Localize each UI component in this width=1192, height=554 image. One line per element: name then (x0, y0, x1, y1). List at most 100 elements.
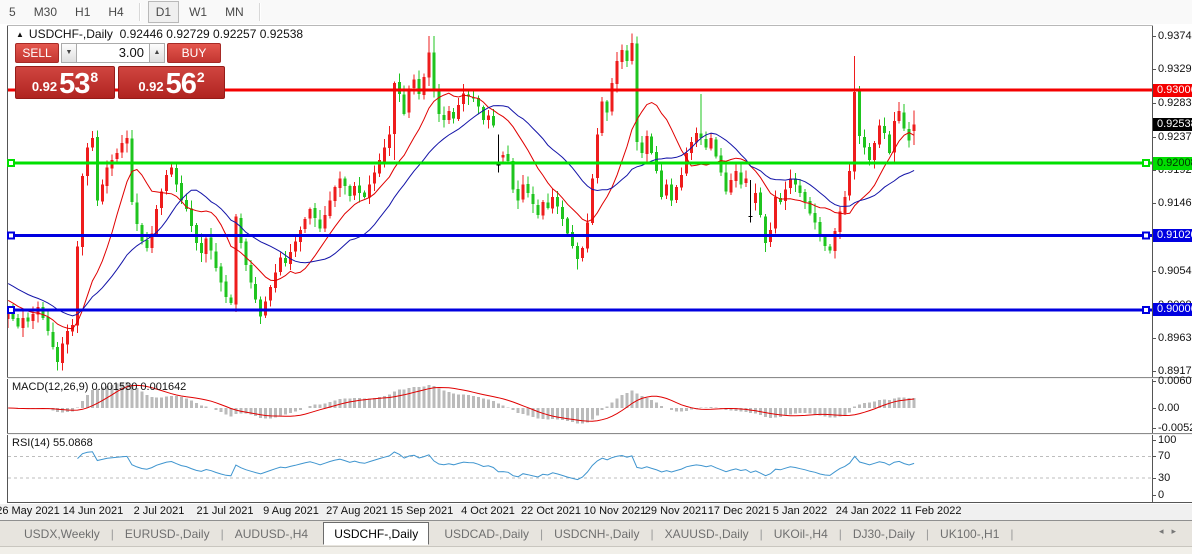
buy-price-prefix: 0.92 (138, 79, 164, 94)
date-axis-label: 24 Jan 2022 (835, 505, 897, 517)
buy-price-display[interactable]: 0.92 56 2 (118, 66, 225, 99)
date-axis-label: 11 Feb 2022 (900, 505, 962, 517)
tab-audusd-h4[interactable]: AUDUSD-,H4 (234, 527, 309, 541)
price-axis-tick (1152, 338, 1156, 339)
timeframe-button-5[interactable]: 5 (9, 5, 16, 19)
rsi-axis-tick (1152, 478, 1156, 480)
period-toolbar: 5 M30 H1 H4 D1 W1 MN (0, 0, 1192, 25)
volume-input[interactable]: 3.00 (77, 43, 149, 63)
rsi-axis-label: 70 (1158, 450, 1171, 463)
date-axis-label: 21 Jul 2021 (196, 505, 254, 517)
symbol-ohlc-values: 0.92446 0.92729 0.92257 0.92538 (119, 27, 304, 41)
pane-separator-rsi-hl (7, 434, 1192, 435)
price-axis-tick (1152, 371, 1156, 372)
symbol-header: ▲ USDCHF-,Daily 0.92446 0.92729 0.92257 0… (16, 27, 303, 41)
buy-button[interactable]: BUY (167, 43, 221, 63)
status-strip (0, 546, 1192, 554)
trade-panel-controls: SELL ▼ 3.00 ▲ BUY (15, 43, 225, 63)
sell-price-prefix: 0.92 (31, 79, 58, 94)
tab-separator: | (925, 527, 930, 541)
timeframe-button-h4[interactable]: H4 (108, 5, 124, 19)
symbol-name: USDCHF-,Daily (28, 27, 113, 41)
sell-price-display[interactable]: 0.92 53 8 (15, 66, 115, 99)
rsi-label: RSI(14) 55.0868 (12, 437, 93, 449)
rsi-axis-tick (1152, 440, 1156, 441)
buy-price-pip: 2 (196, 69, 205, 85)
chart-frame-bottom (7, 502, 1192, 503)
date-axis-label: 5 Jan 2022 (772, 505, 828, 517)
tab-usdcad-daily[interactable]: USDCAD-,Daily (444, 527, 530, 541)
timeframe-button-m30[interactable]: M30 (33, 5, 58, 19)
tab-separator: | (110, 527, 114, 541)
macd-axis-tick (1152, 408, 1156, 409)
sell-price-pip: 8 (90, 69, 99, 85)
pane-separator-macd[interactable] (7, 377, 1192, 378)
tab-scroll-arrows: ◂▸ (1159, 526, 1184, 537)
timeframe-button-mn[interactable]: MN (225, 5, 244, 19)
tab-usdchf-daily[interactable]: USDCHF-,Daily (323, 521, 430, 545)
date-axis-label: 15 Sep 2021 (390, 505, 454, 517)
buy-price-main: 56 (165, 68, 197, 100)
date-axis-label: 4 Oct 2021 (461, 505, 515, 517)
macd-label: MACD(12,26,9) 0.001530 0.001642 (12, 381, 187, 393)
tab-eurusd-daily[interactable]: EURUSD-,Daily (124, 527, 210, 541)
tab-separator: | (838, 527, 842, 541)
price-axis-tick (1152, 69, 1156, 70)
macd-axis-tick (1152, 381, 1156, 382)
tab-uk100-h1[interactable]: UK100-,H1 (940, 527, 1000, 541)
macd-axis-label: 0.00 (1158, 402, 1180, 414)
date-axis-label: 22 Oct 2021 (521, 505, 581, 517)
price-axis-tick (1152, 36, 1156, 37)
tab-scroll-right-icon[interactable]: ▸ (1171, 526, 1184, 536)
macd-axis-label: 0.006038 (1158, 375, 1192, 387)
chart-frame-top (7, 25, 1153, 26)
sell-button[interactable]: SELL (15, 43, 59, 63)
tab-separator: | (220, 527, 224, 541)
tab-ukoil-h4[interactable]: UKOil-,H4 (773, 527, 828, 541)
rsi-axis-label: 0 (1158, 488, 1165, 501)
sell-price-main: 53 (59, 68, 90, 100)
tab-xauusd-daily[interactable]: XAUUSD-,Daily (664, 527, 749, 541)
tab-usdcnh-daily[interactable]: USDCNH-,Daily (554, 527, 640, 541)
panel-expand-icon[interactable]: ▲ (16, 30, 24, 39)
tab-separator: | (1010, 527, 1014, 541)
rsi-axis-tick (1152, 494, 1156, 496)
date-axis-label: 10 Nov 2021 (583, 505, 647, 517)
timeframe-button-h1[interactable]: H1 (75, 5, 91, 19)
price-badge: 0.92008 (1153, 157, 1192, 170)
timeframe-button-d1[interactable]: D1 (147, 1, 180, 23)
chart-frame-left (7, 25, 8, 503)
price-axis-tick (1152, 170, 1156, 171)
timeframe-button-w1[interactable]: W1 (189, 5, 208, 19)
date-axis-label: 26 May 2021 (0, 505, 60, 517)
tab-usdx-weekly[interactable]: USDX,Weekly (24, 527, 100, 541)
tab-separator: | (759, 527, 763, 541)
price-axis-tick (1152, 203, 1156, 204)
one-click-trade-panel: SELL ▼ 3.00 ▲ BUY 0.92 53 8 0.92 56 2 (15, 43, 225, 99)
tab-dj30-daily[interactable]: DJ30-,Daily (852, 527, 915, 541)
volume-increase-button[interactable]: ▲ (149, 43, 165, 63)
volume-decrease-button[interactable]: ▼ (61, 43, 77, 63)
macd-axis-label: -0.005228 (1158, 422, 1192, 434)
chart-tab-bar: USDX,Weekly | EURUSD-,Daily | AUDUSD-,H4 | USD… (0, 520, 1192, 547)
pane-separator-rsi[interactable] (7, 433, 1192, 434)
rsi-axis-label: 100 (1158, 434, 1177, 446)
price-badge: 0.93006 (1153, 84, 1192, 97)
toolbar-separator (138, 3, 141, 21)
date-axis-label: 29 Nov 2021 (644, 505, 708, 517)
tab-scroll-left-icon[interactable]: ◂ (1158, 526, 1172, 536)
price-axis-tick (1152, 137, 1156, 138)
price-badge: 0.92538 (1153, 118, 1192, 131)
date-axis-label: 27 Aug 2021 (326, 505, 388, 517)
date-axis-label: 2 Jul 2021 (133, 505, 185, 517)
rsi-axis-label: 30 (1158, 472, 1171, 485)
